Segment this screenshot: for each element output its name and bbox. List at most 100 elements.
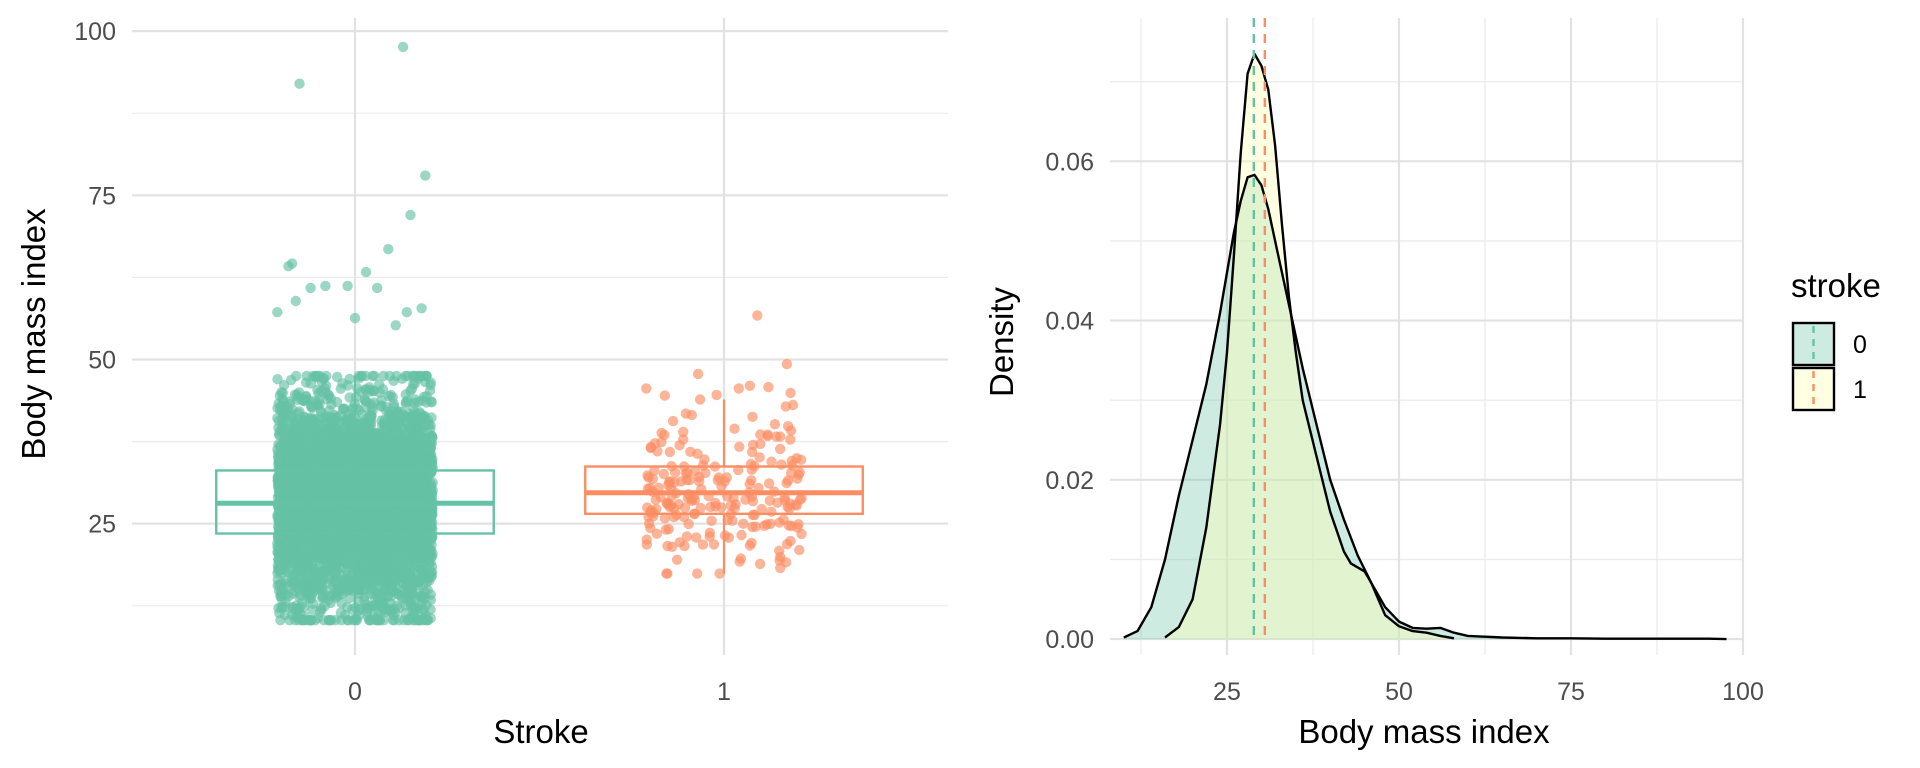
jitter-point: [413, 615, 425, 626]
jitter-point: [738, 518, 749, 529]
jitter-point: [423, 558, 435, 569]
jitter-point: [664, 446, 676, 458]
jitter-point: [298, 544, 309, 555]
jitter-point: [365, 420, 377, 431]
jitter-point: [372, 612, 383, 623]
jitter-point: [756, 503, 767, 515]
jitter-point: [402, 412, 413, 423]
boxplot-outlier-points: [272, 41, 796, 401]
jitter-point: [313, 506, 324, 517]
jitter-point: [342, 615, 353, 626]
jitter-point: [415, 591, 426, 602]
density-outline-1: [1164, 52, 1455, 640]
jitter-point: [692, 568, 703, 579]
outlier-point: [692, 368, 704, 380]
jitter-point: [326, 399, 337, 410]
jitter-point: [746, 537, 757, 549]
jitter-point: [300, 491, 311, 502]
density-panel: 0.000.020.040.06 25 50 75 100 Body mass ind…: [983, 18, 1764, 750]
jitter-point: [293, 436, 304, 447]
jitter-point: [278, 489, 290, 501]
y-tick-label: 100: [74, 18, 116, 46]
jitter-point: [332, 371, 343, 383]
jitter-point: [411, 552, 422, 563]
outlier-point: [659, 390, 670, 401]
y-tick-label: 0.02: [1045, 467, 1094, 495]
jitter-point: [360, 401, 371, 413]
jitter-point: [292, 391, 303, 403]
jitter-point: [275, 552, 286, 563]
jitter-point: [284, 396, 295, 407]
y-tick-label: 0.00: [1045, 626, 1094, 654]
jitter-point: [383, 551, 394, 562]
jitter-point: [706, 515, 717, 526]
jitter-point: [402, 615, 414, 626]
jitter-point: [747, 411, 758, 422]
jitter-point: [426, 480, 437, 492]
jitter-point: [402, 370, 414, 382]
jitter-point: [359, 394, 371, 405]
jitter-point: [295, 459, 306, 470]
jitter-point: [302, 553, 313, 565]
jitter-point: [785, 535, 796, 547]
jitter-point: [645, 442, 656, 454]
jitter-point: [681, 531, 693, 542]
boxplot-x-axis-title: Stroke: [493, 713, 588, 750]
jitter-point: [354, 610, 365, 621]
outlier-point: [405, 209, 416, 221]
jitter-point: [667, 415, 679, 427]
jitter-point: [330, 553, 342, 564]
jitter-point: [650, 494, 661, 505]
jitter-point: [309, 457, 321, 468]
jitter-point: [666, 541, 678, 552]
jitter-point: [415, 475, 426, 486]
jitter-point: [321, 387, 332, 398]
jitter-point: [306, 615, 317, 626]
jitter-point: [296, 424, 307, 435]
jitter-point: [286, 415, 297, 426]
jitter-point: [323, 453, 335, 464]
jitter-point: [681, 474, 692, 486]
boxplot-jitter-points: [272, 370, 807, 626]
y-tick-label: 75: [88, 182, 116, 210]
jitter-point: [295, 511, 307, 523]
jitter-point: [769, 419, 781, 430]
jitter-point: [754, 558, 766, 570]
jitter-point: [345, 509, 356, 520]
jitter-point: [754, 452, 765, 463]
jitter-point: [730, 499, 741, 510]
jitter-point: [399, 452, 410, 464]
jitter-point: [785, 425, 797, 436]
jitter-point: [278, 411, 290, 422]
jitter-point: [692, 448, 703, 459]
jitter-point: [366, 410, 377, 422]
jitter-point: [772, 497, 783, 508]
jitter-point: [366, 456, 377, 467]
density-outline-0: [1123, 173, 1727, 641]
jitter-point: [372, 434, 383, 445]
jitter-point: [663, 523, 674, 535]
jitter-point: [414, 414, 425, 425]
jitter-point: [419, 453, 430, 465]
jitter-point: [792, 522, 803, 533]
jitter-point: [354, 482, 365, 493]
jitter-point: [663, 498, 674, 509]
jitter-point: [712, 475, 723, 486]
jitter-point: [761, 519, 772, 530]
outlier-point: [401, 307, 412, 318]
outlier-point: [342, 280, 353, 292]
jitter-point: [280, 574, 291, 586]
jitter-point: [781, 477, 792, 489]
jitter-point: [347, 427, 358, 438]
jitter-point: [669, 477, 680, 488]
jitter-point: [278, 380, 290, 391]
jitter-point: [678, 434, 689, 445]
x-tick-label: 0: [348, 678, 362, 706]
jitter-point: [656, 427, 667, 439]
jitter-point: [387, 583, 398, 594]
jitter-point: [334, 410, 345, 422]
jitter-point: [791, 500, 802, 511]
x-tick-label: 1: [717, 678, 731, 706]
